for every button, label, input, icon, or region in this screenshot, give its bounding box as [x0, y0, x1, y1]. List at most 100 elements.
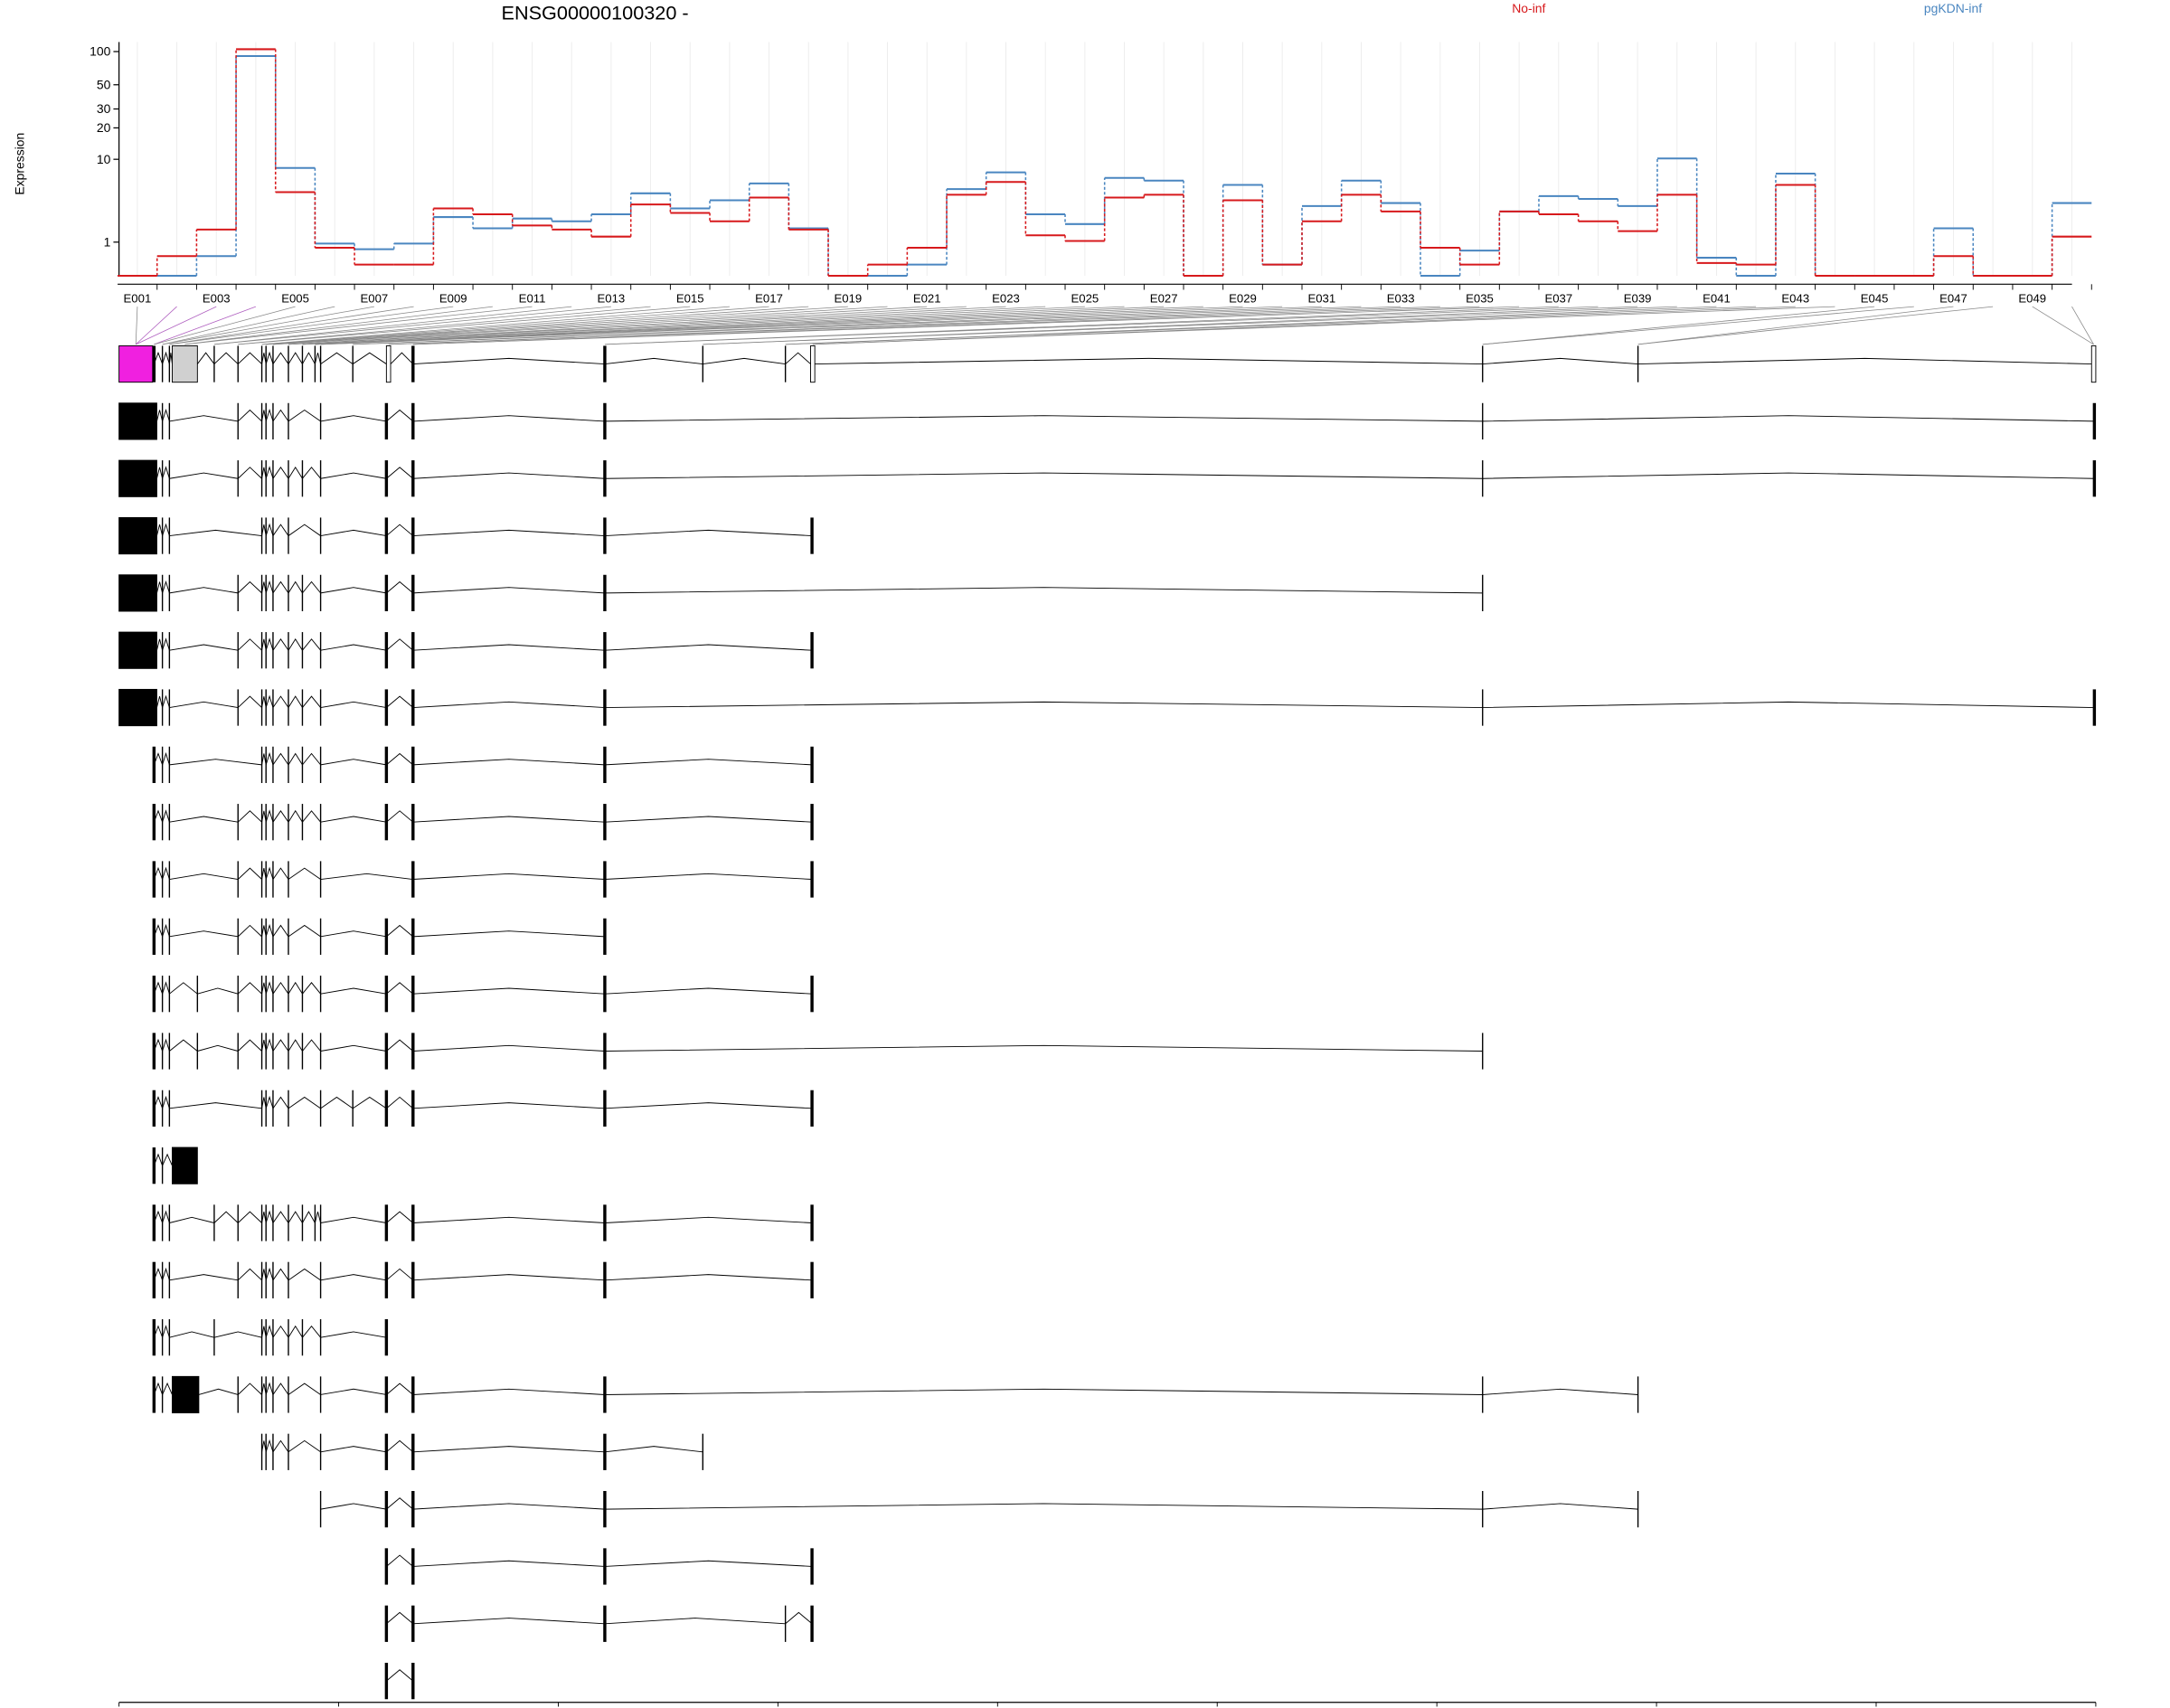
intron	[1482, 701, 2095, 709]
exon-block	[810, 344, 816, 383]
exon-connector	[2071, 306, 2094, 345]
intron	[1482, 357, 1638, 365]
exon-connector	[2032, 306, 2094, 345]
intron	[288, 524, 321, 536]
intron	[272, 1096, 289, 1109]
intron	[288, 1039, 303, 1052]
x-tick-label: E001	[124, 291, 152, 305]
x-tick-label: E039	[1624, 291, 1652, 305]
intron	[265, 351, 274, 364]
intron	[162, 809, 170, 823]
intron	[169, 529, 262, 537]
y-tick-label: 1	[104, 234, 111, 249]
intron	[213, 1211, 239, 1223]
intron	[197, 1044, 239, 1052]
intron	[237, 409, 262, 422]
intron	[272, 752, 289, 766]
exon-connector	[154, 306, 296, 345]
legend-entry: No-inf	[1512, 1, 1545, 15]
intron	[604, 1560, 813, 1567]
intron	[261, 753, 267, 765]
genome-tick-label: 35803200	[532, 1707, 585, 1708]
intron	[302, 1211, 316, 1223]
intron	[320, 1274, 387, 1281]
intron	[272, 1439, 289, 1453]
exon-connector	[315, 306, 1203, 345]
intron	[302, 352, 316, 364]
x-tick-label: E005	[281, 291, 309, 305]
x-tick-label: E043	[1781, 291, 1809, 305]
intron	[604, 816, 813, 823]
intron	[162, 751, 170, 766]
intron	[156, 524, 164, 536]
intron	[261, 982, 267, 995]
x-tick-label: E049	[2018, 291, 2046, 305]
intron	[272, 1039, 289, 1052]
intron	[162, 1325, 170, 1338]
intron	[412, 759, 605, 766]
intron	[386, 1497, 414, 1510]
intron	[272, 1382, 289, 1395]
intron	[412, 587, 605, 594]
intron	[272, 524, 289, 536]
exon-connector	[1482, 306, 1914, 345]
intron	[272, 1268, 289, 1281]
intron	[288, 352, 303, 364]
exon-connector	[136, 306, 217, 345]
intron	[237, 1268, 262, 1281]
intron	[412, 644, 605, 651]
exon-connector	[604, 306, 1599, 345]
intron	[604, 1446, 703, 1453]
intron	[169, 1331, 215, 1338]
exon-connector	[261, 306, 769, 345]
intron	[412, 1446, 605, 1453]
genome-tick-label: 35770968	[312, 1707, 365, 1708]
genome-tick-label: 35835432	[751, 1707, 805, 1708]
exon-connector	[184, 306, 493, 345]
exon-connector	[812, 306, 1835, 345]
intron	[261, 410, 267, 421]
intron	[265, 809, 274, 823]
intron	[386, 467, 414, 479]
legend-entry: pgKDN-inf	[1924, 1, 1982, 15]
intron	[386, 1554, 414, 1567]
exon-connector	[1637, 306, 1994, 345]
exon-connector	[1637, 306, 1954, 345]
x-tick-label: E019	[834, 291, 862, 305]
intron	[288, 867, 321, 880]
intron	[412, 816, 605, 823]
intron	[169, 1274, 239, 1281]
intron	[156, 467, 164, 479]
intron	[386, 409, 414, 422]
intron	[386, 524, 414, 536]
intron	[703, 357, 786, 365]
intron	[265, 580, 274, 594]
intron	[288, 809, 303, 823]
intron	[314, 1211, 322, 1223]
intron	[288, 409, 321, 422]
exon-connector	[213, 306, 611, 345]
intron	[169, 816, 239, 823]
intron	[196, 352, 215, 364]
intron	[169, 644, 239, 651]
intron	[272, 409, 289, 422]
x-tick-label: E047	[1939, 291, 1967, 305]
exon-connector	[154, 306, 257, 345]
x-tick-label: E029	[1229, 291, 1257, 305]
intron	[604, 1388, 1483, 1395]
intron	[1482, 1503, 1638, 1510]
exon-connector	[302, 306, 1085, 345]
intron	[272, 1325, 289, 1338]
intron	[1482, 1388, 1638, 1395]
x-tick-label: E009	[439, 291, 467, 305]
intron	[272, 924, 289, 938]
intron	[386, 1039, 414, 1052]
exon-connector	[353, 306, 1362, 345]
intron	[197, 987, 239, 995]
intron	[288, 1211, 303, 1223]
intron	[261, 353, 267, 364]
intron	[237, 810, 262, 823]
x-tick-label: E041	[1703, 291, 1731, 305]
intron	[237, 695, 262, 708]
